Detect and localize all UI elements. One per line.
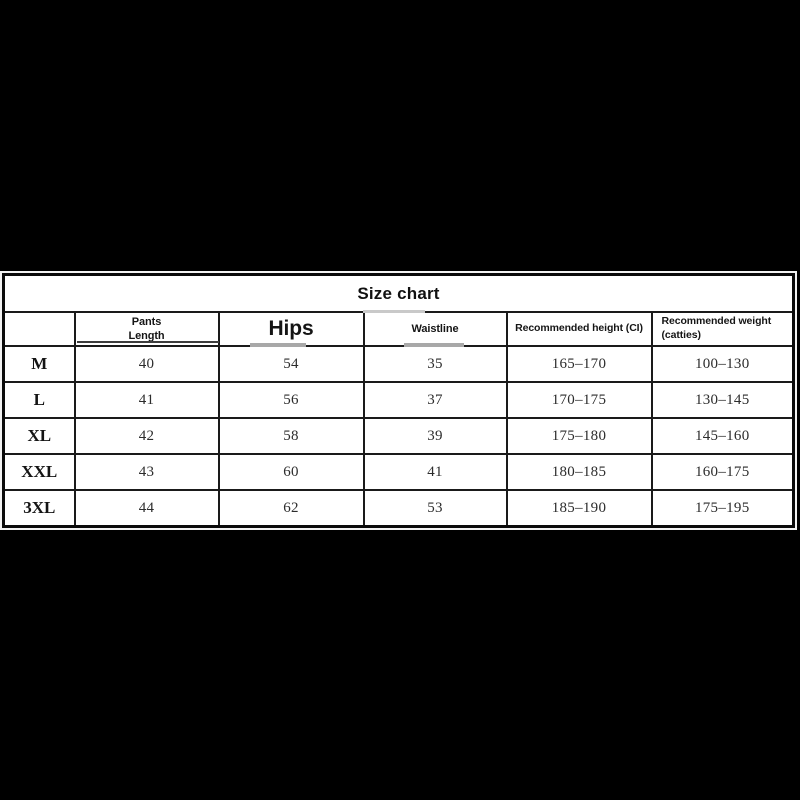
recommended-weight-line2: (catties) [661,329,701,341]
row-label-size: M [2,345,76,383]
cell-hips: 54 [217,345,365,383]
cell-pants-length: 40 [73,345,220,383]
cell-recommended-height: 170–175 [505,381,653,419]
pants-length-line2: Length [128,330,165,342]
cell-waistline: 39 [362,417,508,455]
size-table: Size chart Pants Length Hips Waistline R… [2,273,795,528]
cell-hips: 58 [217,417,365,455]
col-header-size [2,311,76,347]
cell-waistline: 41 [362,453,508,491]
cell-recommended-weight: 100–130 [650,345,795,383]
cell-hips: 62 [217,489,365,528]
col-header-hips: Hips [217,311,365,347]
table-title-row: Size chart [2,273,795,313]
cell-recommended-height: 175–180 [505,417,653,455]
cell-pants-length: 41 [73,381,220,419]
col-header-pants-length: Pants Length [73,311,220,347]
row-label-size: 3XL [2,489,76,528]
row-label-size: XL [2,417,76,455]
cell-recommended-height: 185–190 [505,489,653,528]
table-row-xxl: XXL 43 60 41 180–185 160–175 [2,453,795,491]
cell-pants-length: 43 [73,453,220,491]
table-row-xl: XL 42 58 39 175–180 145–160 [2,417,795,455]
cell-waistline: 53 [362,489,508,528]
recommended-weight-line1: Recommended weight [661,315,772,328]
table-header-row: Pants Length Hips Waistline Recommended … [2,311,795,347]
row-label-size: XXL [2,453,76,491]
cell-recommended-weight: 175–195 [650,489,795,528]
col-header-recommended-weight: Recommended weight (catties) [650,311,795,347]
row-label-size: L [2,381,76,419]
table-row-m: M 40 54 35 165–170 100–130 [2,345,795,383]
size-chart-title: Size chart [2,273,795,313]
cell-pants-length: 42 [73,417,220,455]
col-header-recommended-height: Recommended height (CI) [505,311,653,347]
cell-recommended-weight: 130–145 [650,381,795,419]
cell-recommended-weight: 160–175 [650,453,795,491]
cell-pants-length: 44 [73,489,220,528]
cell-recommended-weight: 145–160 [650,417,795,455]
col-header-waistline: Waistline [362,311,508,347]
cell-hips: 56 [217,381,365,419]
table-row-3xl: 3XL 44 62 53 185–190 175–195 [2,489,795,528]
cell-recommended-height: 180–185 [505,453,653,491]
cell-recommended-height: 165–170 [505,345,653,383]
cell-waistline: 37 [362,381,508,419]
cell-hips: 60 [217,453,365,491]
size-chart-table: Size chart Pants Length Hips Waistline R… [2,273,795,528]
pants-length-line1: Pants [131,315,162,328]
cell-waistline: 35 [362,345,508,383]
table-row-l: L 41 56 37 170–175 130–145 [2,381,795,419]
